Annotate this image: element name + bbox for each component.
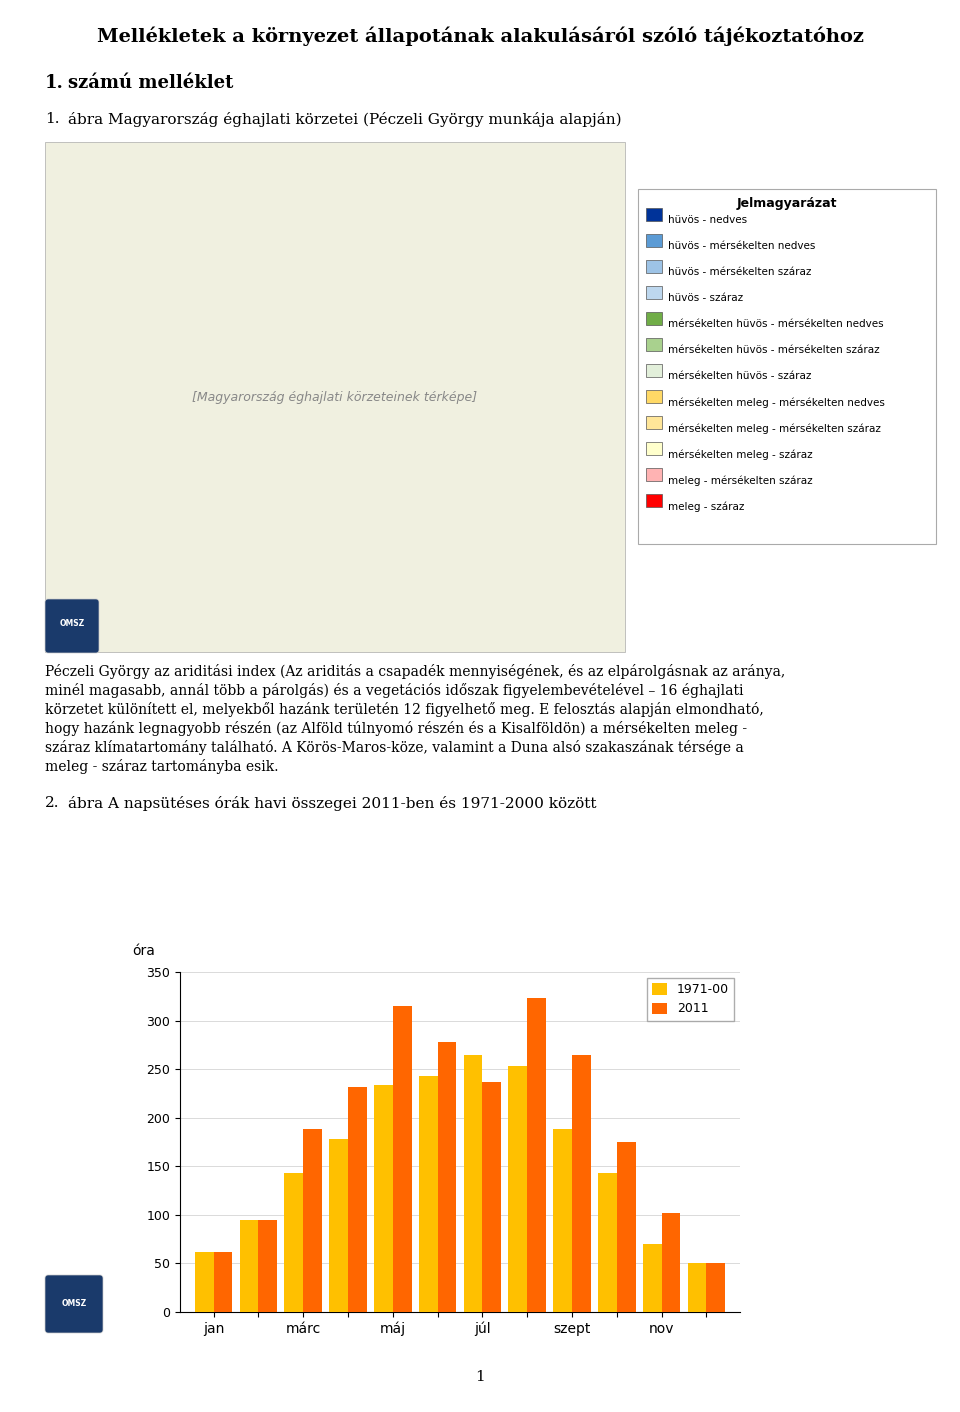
Bar: [438, 1042, 456, 1312]
Text: mérsékelten hüvös - mérsékelten nedves: mérsékelten hüvös - mérsékelten nedves: [668, 319, 883, 329]
Bar: [464, 1055, 483, 1312]
FancyBboxPatch shape: [638, 189, 936, 544]
Text: hüvös - mérsékelten száraz: hüvös - mérsékelten száraz: [668, 267, 811, 277]
Text: Mellékletek a környezet állapotának alakulásáról szóló tájékoztatóhoz: Mellékletek a környezet állapotának alak…: [97, 27, 863, 47]
Text: [Magyarország éghajlati körzeteinek térképe]: [Magyarország éghajlati körzeteinek térk…: [192, 391, 477, 404]
Text: Jelmagyarázat: Jelmagyarázat: [736, 198, 837, 210]
Bar: [687, 1264, 707, 1312]
Text: meleg - mérsékelten száraz: meleg - mérsékelten száraz: [668, 474, 812, 486]
Text: 1.: 1.: [45, 73, 64, 92]
Bar: [195, 1252, 213, 1312]
Bar: [646, 337, 662, 352]
Bar: [527, 998, 546, 1312]
Bar: [617, 1142, 636, 1312]
Bar: [646, 260, 662, 273]
Text: hüvös - mérsékelten nedves: hüvös - mérsékelten nedves: [668, 241, 815, 251]
Bar: [646, 312, 662, 325]
Bar: [646, 442, 662, 455]
Text: OMSZ: OMSZ: [61, 1299, 86, 1309]
Text: Péczeli György az ariditási index (Az ariditás a csapadék mennyiségének, és az e: Péczeli György az ariditási index (Az ar…: [45, 664, 785, 679]
Text: mérsékelten meleg - száraz: mérsékelten meleg - száraz: [668, 449, 812, 459]
Bar: [661, 1213, 681, 1312]
Bar: [646, 234, 662, 247]
Text: 2.: 2.: [45, 796, 60, 810]
Text: hüvös - száraz: hüvös - száraz: [668, 294, 743, 304]
Text: mérsékelten hüvös - mérsékelten száraz: mérsékelten hüvös - mérsékelten száraz: [668, 345, 879, 354]
Text: ábra Magyarország éghajlati körzetei (Péczeli György munkája alapján): ábra Magyarország éghajlati körzetei (Pé…: [68, 112, 622, 127]
FancyBboxPatch shape: [45, 599, 99, 652]
FancyBboxPatch shape: [45, 1275, 103, 1333]
Bar: [646, 390, 662, 402]
Bar: [553, 1130, 572, 1312]
Bar: [598, 1173, 616, 1312]
Text: hüvös - nedves: hüvös - nedves: [668, 215, 747, 225]
Text: hogy hazánk legnagyobb részén (az Alföld túlnyomó részén és a Kisalföldön) a mér: hogy hazánk legnagyobb részén (az Alföld…: [45, 722, 747, 736]
Bar: [240, 1220, 258, 1312]
Bar: [646, 287, 662, 299]
Text: 1.: 1.: [45, 112, 60, 126]
Bar: [482, 1082, 501, 1312]
Text: meleg - száraz: meleg - száraz: [668, 501, 744, 511]
Bar: [213, 1252, 232, 1312]
Bar: [374, 1084, 393, 1312]
Bar: [646, 364, 662, 377]
Bar: [258, 1220, 277, 1312]
Bar: [646, 208, 662, 222]
Bar: [646, 494, 662, 507]
Bar: [509, 1066, 527, 1312]
Bar: [646, 467, 662, 481]
Bar: [646, 417, 662, 429]
Bar: [643, 1244, 661, 1312]
Text: 1: 1: [475, 1370, 485, 1384]
Bar: [707, 1264, 725, 1312]
Bar: [348, 1087, 367, 1312]
Legend: 1971-00, 2011: 1971-00, 2011: [647, 979, 733, 1021]
Y-axis label: óra: óra: [132, 945, 155, 959]
Bar: [329, 1139, 348, 1312]
Text: minél magasabb, annál több a párolgás) és a vegetációs időszak figyelembevételév: minél magasabb, annál több a párolgás) é…: [45, 683, 743, 698]
Bar: [284, 1173, 303, 1312]
Bar: [45, 143, 625, 652]
Text: száraz klímatartomány található. A Körös-Maros-köze, valamint a Duna alsó szakas: száraz klímatartomány található. A Körös…: [45, 740, 744, 755]
Text: mérsékelten meleg - mérsékelten száraz: mérsékelten meleg - mérsékelten száraz: [668, 424, 881, 433]
Text: meleg - száraz tartományba esik.: meleg - száraz tartományba esik.: [45, 760, 278, 774]
Bar: [572, 1055, 590, 1312]
Bar: [393, 1005, 412, 1312]
Bar: [419, 1076, 438, 1312]
Text: mérsékelten hüvös - száraz: mérsékelten hüvös - száraz: [668, 371, 811, 381]
Text: körzetet különített el, melyekből hazánk területén 12 figyelhető meg. E felosztá: körzetet különített el, melyekből hazánk…: [45, 702, 764, 717]
Text: ábra A napsütéses órák havi összegei 2011-ben és 1971-2000 között: ábra A napsütéses órák havi összegei 201…: [68, 796, 596, 810]
Text: OMSZ: OMSZ: [60, 618, 84, 627]
Bar: [303, 1130, 322, 1312]
Text: mérsékelten meleg - mérsékelten nedves: mérsékelten meleg - mérsékelten nedves: [668, 397, 885, 408]
Text: számú melléklet: számú melléklet: [68, 73, 233, 92]
